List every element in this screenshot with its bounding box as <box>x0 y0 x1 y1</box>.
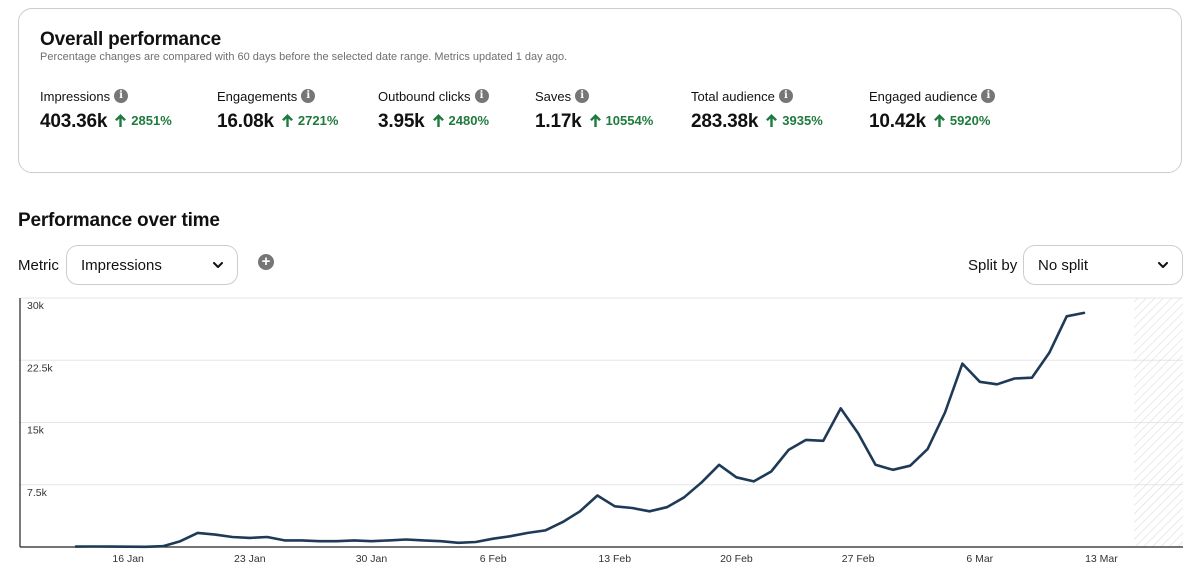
x-tick-label: 13 Feb <box>598 553 631 565</box>
metric-outbound-clicks: Outbound clicks i 3.95k 2480% <box>378 87 489 133</box>
overall-performance-title: Overall performance <box>40 29 222 50</box>
up-arrow-icon <box>766 114 778 127</box>
y-tick-label: 30k <box>27 300 45 312</box>
y-tick-label: 15k <box>27 425 45 437</box>
overall-performance-card: Overall performance Percentage changes a… <box>18 8 1182 173</box>
x-tick-label: 6 Mar <box>966 553 993 565</box>
split-by-label: Split by <box>968 257 1018 274</box>
up-arrow-icon <box>589 114 601 127</box>
up-arrow-icon <box>281 114 293 127</box>
metric-value: 403.36k <box>40 111 108 132</box>
x-tick-label: 20 Feb <box>720 553 753 565</box>
metric-change-value: 3935% <box>782 113 823 128</box>
metric-value: 10.42k <box>869 111 926 132</box>
performance-chart-svg: 30k 22.5k 15k 7.5k 16 Jan 23 Jan 30 Jan 6 Feb 1… <box>19 297 1183 565</box>
metric-change: 2851% <box>115 113 172 128</box>
x-tick-label: 30 Jan <box>356 553 388 565</box>
metric-change-value: 5920% <box>949 113 991 128</box>
metric-label: Engaged audience <box>869 88 978 104</box>
performance-over-time-title: Performance over time <box>18 210 220 231</box>
metric-select[interactable]: Impressions <box>66 245 238 285</box>
x-tick-label: 16 Jan <box>112 553 144 565</box>
metric-engagements: Engagements i 16.08k 2721% <box>217 87 338 133</box>
metric-change: 5920% <box>933 113 991 128</box>
metric-engaged-audience: Engaged audience i 10.42k 5920% <box>869 87 996 133</box>
add-metric-button[interactable]: + <box>258 254 274 270</box>
metric-label: Saves <box>535 88 572 104</box>
metric-select-label: Metric <box>18 257 59 274</box>
y-tick-label: 7.5k <box>27 487 48 499</box>
x-tick-label: 13 Mar <box>1085 553 1118 565</box>
metric-change-value: 2851% <box>131 113 172 128</box>
chevron-down-icon <box>213 261 223 269</box>
y-tick-label: 22.5k <box>27 362 53 374</box>
chevron-down-icon <box>1158 261 1168 269</box>
metric-select-value: Impressions <box>81 256 162 274</box>
x-tick-label: 23 Jan <box>234 553 266 565</box>
info-icon[interactable]: i <box>575 89 590 103</box>
metric-value: 1.17k <box>535 111 582 132</box>
metric-value: 16.08k <box>217 111 274 132</box>
metric-change: 3935% <box>766 113 823 128</box>
metric-label: Total audience <box>691 88 775 104</box>
info-icon[interactable]: i <box>301 89 316 103</box>
metric-value: 283.38k <box>691 111 759 132</box>
info-icon[interactable]: i <box>474 89 489 103</box>
metric-label: Outbound clicks <box>378 88 471 104</box>
metric-value: 3.95k <box>378 111 425 132</box>
up-arrow-icon <box>933 114 945 127</box>
metric-saves: Saves i 1.17k 10554% <box>535 87 653 133</box>
x-tick-label: 6 Feb <box>480 553 507 565</box>
performance-chart: 30k 22.5k 15k 7.5k 16 Jan 23 Jan 30 Jan 6 Feb 1… <box>0 290 1200 569</box>
metric-label: Impressions <box>40 88 111 104</box>
metric-change: 2480% <box>432 113 490 128</box>
metric-change-value: 10554% <box>605 113 654 128</box>
metric-change: 10554% <box>589 113 654 128</box>
overall-performance-subtitle: Percentage changes are compared with 60 … <box>40 51 568 63</box>
metric-total-audience: Total audience i 283.38k 3935% <box>691 87 823 133</box>
up-arrow-icon <box>115 114 127 127</box>
up-arrow-icon <box>432 114 444 127</box>
metric-impressions: Impressions i 403.36k 2851% <box>40 87 172 133</box>
metric-change: 2721% <box>281 113 339 128</box>
split-by-select-value: No split <box>1038 256 1089 274</box>
metric-label: Engagements <box>217 88 298 104</box>
info-icon[interactable]: i <box>778 89 793 103</box>
info-icon[interactable]: i <box>114 89 129 103</box>
metric-change-value: 2480% <box>448 113 490 128</box>
split-by-select[interactable]: No split <box>1023 245 1183 285</box>
series-line-impressions <box>74 311 1086 549</box>
incomplete-data-region <box>1134 298 1183 547</box>
x-tick-label: 27 Feb <box>842 553 875 565</box>
metric-change-value: 2721% <box>297 113 339 128</box>
info-icon[interactable]: i <box>981 89 996 103</box>
